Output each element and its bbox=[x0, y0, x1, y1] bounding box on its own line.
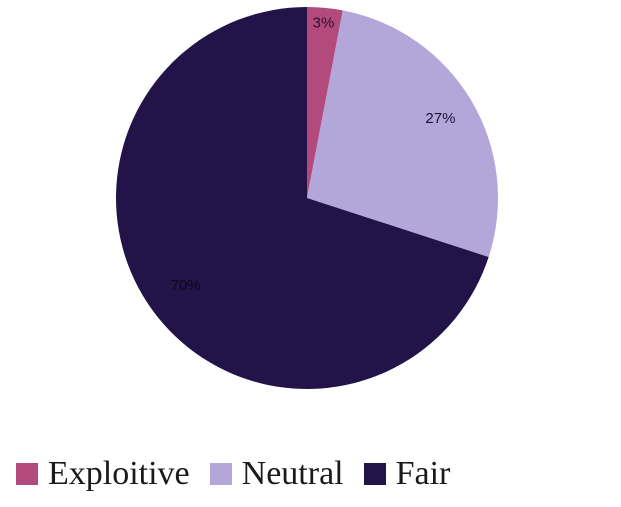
legend-item-exploitive: Exploitive bbox=[16, 457, 190, 491]
slice-label-exploitive: 3% bbox=[313, 15, 335, 32]
legend-label-fair: Fair bbox=[395, 455, 451, 492]
slice-label-neutral: 27% bbox=[425, 110, 455, 127]
legend-swatch-exploitive bbox=[16, 463, 38, 485]
pie-slice-fair bbox=[116, 7, 489, 389]
pie-slice-exploitive bbox=[307, 7, 343, 198]
pie-slice-neutral bbox=[307, 10, 498, 258]
legend-label-exploitive: Exploitive bbox=[48, 455, 190, 492]
legend-label-neutral: Neutral bbox=[241, 455, 344, 492]
legend-item-fair: Fair bbox=[363, 455, 451, 492]
slice-label-fair: 70% bbox=[171, 277, 201, 294]
legend-swatch-neutral bbox=[209, 463, 232, 485]
pie-slices bbox=[116, 7, 498, 389]
slice-labels: 3% 27% 70% bbox=[171, 15, 456, 294]
legend-item-neutral: Neutral bbox=[209, 455, 344, 492]
pie-chart: 3% 27% 70% bbox=[116, 7, 498, 389]
legend-swatch-fair bbox=[363, 463, 386, 485]
legend: Exploitive Neutral Fair bbox=[0, 452, 621, 496]
